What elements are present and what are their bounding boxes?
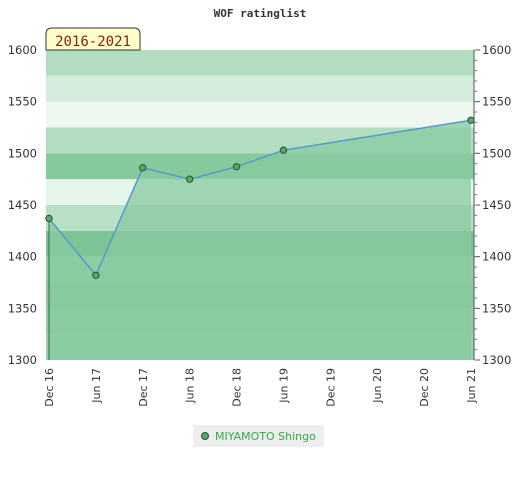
data-point (467, 116, 475, 124)
period-badge: 2016-2021 (45, 27, 141, 51)
legend: MIYAMOTO Shingo (193, 425, 324, 447)
y-tick-label-left: 1600 (8, 43, 37, 57)
x-tick-label: Jun 20 (371, 368, 384, 404)
legend-label: MIYAMOTO Shingo (215, 429, 316, 443)
y-tick-label-left: 1350 (8, 301, 37, 315)
series-area (49, 120, 471, 361)
y-tick-label-right: 1400 (482, 250, 511, 264)
series-markers (45, 116, 475, 279)
x-tick-label: Jun 19 (277, 368, 290, 404)
band (46, 75, 474, 102)
y-axis-left: 1300 1350 1400 1450 1500 1550 1600 (8, 43, 37, 367)
y-tick-label-left: 1300 (8, 353, 37, 367)
badge-box (45, 27, 141, 51)
chart-title: WOF ratinglist (214, 7, 307, 20)
data-point (45, 214, 53, 223)
y-tick-label-left: 1450 (8, 198, 37, 212)
x-tick-label: Jun 17 (90, 368, 103, 404)
x-tick-label: Dec 20 (418, 368, 431, 407)
y-tick-label-right: 1300 (482, 353, 511, 367)
x-tick-label: Dec 16 (43, 368, 56, 407)
band (46, 101, 474, 128)
y-tick-label-right: 1550 (482, 95, 511, 109)
legend-marker-icon (201, 432, 209, 440)
x-tick-label: Dec 17 (137, 368, 150, 407)
y-tick-label-left: 1400 (8, 250, 37, 264)
y-tick-label-right: 1500 (482, 146, 511, 160)
data-point (139, 164, 147, 172)
x-tick-label: Dec 19 (324, 368, 337, 407)
x-tick-label: Jun 21 (465, 368, 478, 404)
x-tick-label: Dec 18 (231, 368, 244, 407)
y-tick-label-right: 1350 (482, 301, 511, 315)
data-point (92, 271, 100, 279)
x-tick-label: Jun 18 (184, 368, 197, 404)
data-point (185, 175, 194, 183)
data-point (279, 146, 288, 154)
y-tick-label-left: 1550 (8, 95, 37, 109)
x-axis: Dec 16 Jun 17 Dec 17 Jun 18 Dec 18 Jun 19 Dec … (43, 368, 478, 407)
y-tick-label-right: 1450 (482, 198, 511, 212)
y-axis-right: 1300 1350 1400 1450 1500 1550 1600 (473, 43, 511, 367)
y-tick-label-left: 1500 (8, 146, 37, 160)
band (46, 50, 474, 76)
y-tick-label-right: 1600 (482, 43, 511, 57)
badge-label: 2016-2021 (55, 34, 131, 50)
data-point (232, 163, 241, 171)
